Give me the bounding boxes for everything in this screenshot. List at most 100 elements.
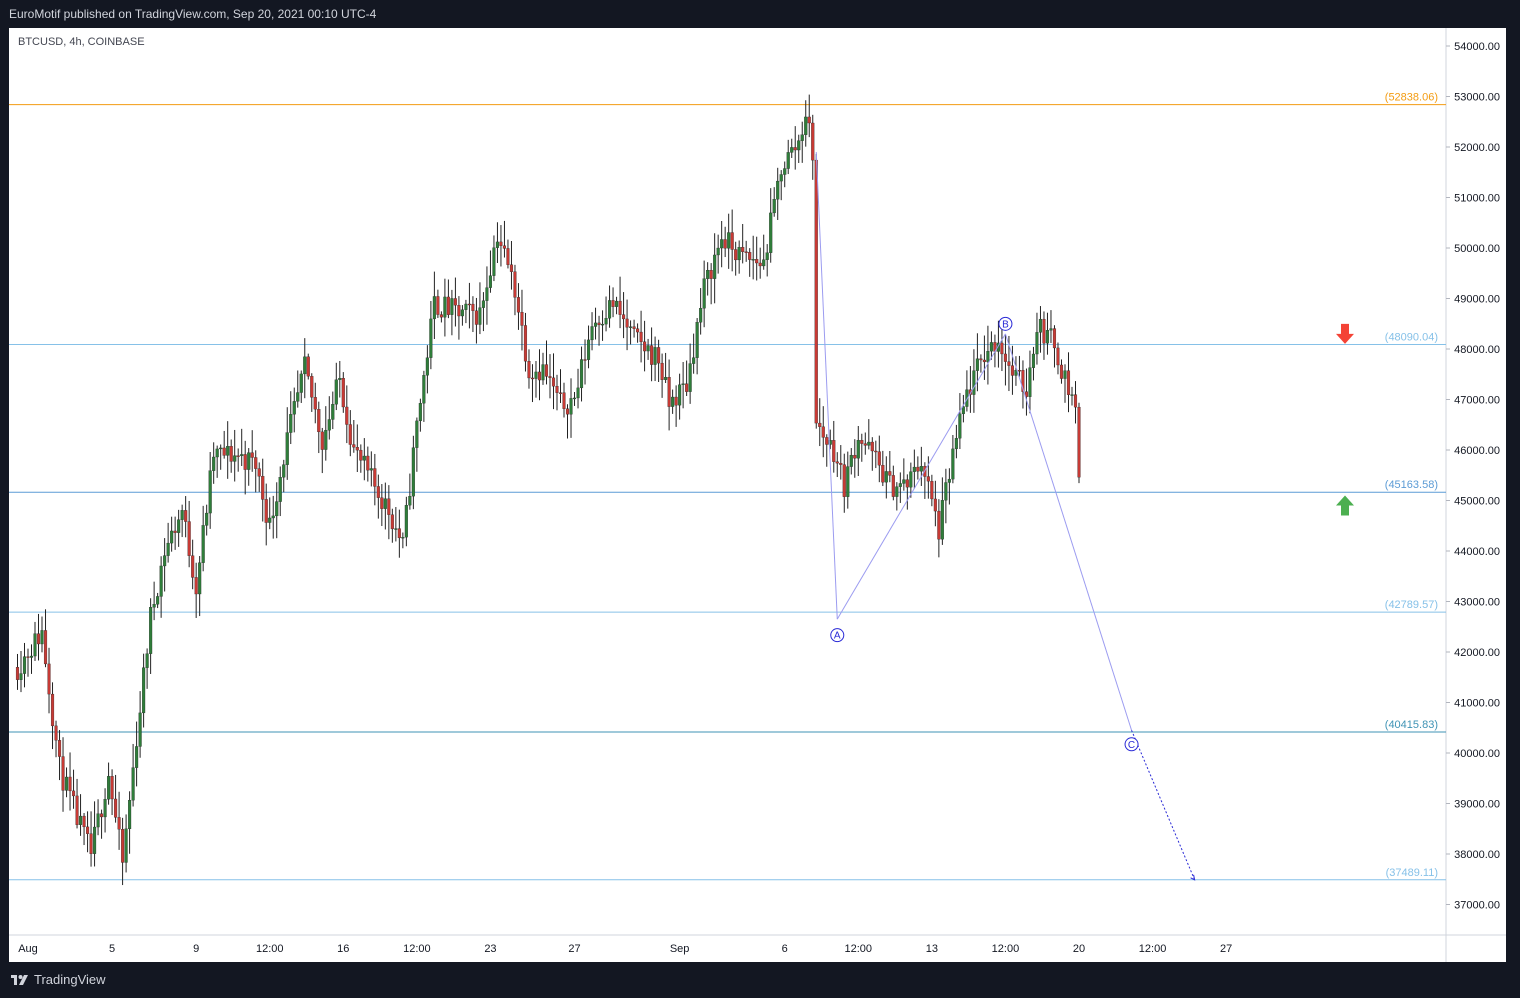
candle-293 [1042,311,1046,360]
candle-94 [345,385,349,444]
candle-body [954,438,958,450]
candle-body [481,300,485,308]
candle-196 [702,260,706,328]
candle-28 [114,774,118,823]
candle-242 [863,432,867,455]
candle-224 [800,121,804,163]
signal-arrows [1336,323,1354,516]
candle-168 [604,296,608,332]
candle-body [278,477,282,502]
candle-body [730,232,734,250]
candle-29 [117,791,121,850]
candle-body [1063,370,1067,379]
candle-46 [177,509,181,547]
price-tick-label-8: 46000.00 [1454,445,1500,457]
candle-286 [1017,355,1021,377]
candle-217 [776,167,780,220]
candle-277 [986,325,990,385]
candle-14 [64,767,69,798]
candle-body [369,468,373,471]
candle-253 [902,458,906,491]
candle-body [982,359,986,363]
candle-144 [520,289,524,351]
publish-info: EuroMotif published on TradingView.com, … [9,7,377,21]
candle-body [593,322,598,327]
candle-body [615,300,619,307]
candle-body [716,247,720,256]
price-tick-label-9: 45000.00 [1454,496,1500,508]
price-tick-label-11: 43000.00 [1454,597,1500,609]
candle-body [513,271,517,298]
candle-6 [36,613,41,661]
candle-109 [397,509,401,558]
candle-152 [548,354,552,399]
candle-18 [79,794,83,836]
candle-250 [891,465,895,501]
candle-62 [233,429,237,482]
candle-61 [229,439,233,473]
candle-body [33,633,37,657]
candle-body [194,577,198,595]
candle-147 [530,364,535,403]
wave-marker-a[interactable]: A [830,628,845,643]
candle-body [783,168,787,175]
candle-body [678,384,682,406]
candle-body [1035,332,1039,355]
candle-52 [198,556,202,617]
candle-body [226,446,230,456]
candle-body [544,364,549,377]
candle-112 [408,473,412,510]
price-axis[interactable]: 54000.00 53000.00 52000.00 51000.00 50000.00… [1446,41,1500,912]
candle-body [905,479,909,488]
candle-body [373,468,377,487]
candle-137 [495,222,499,264]
candle-body [296,392,300,402]
candle-body [1073,394,1078,408]
candle-17 [75,778,79,829]
candle-body [937,510,941,540]
candle-131 [474,297,478,344]
candle-body [103,799,107,818]
candle-body [208,470,212,514]
candle-body [348,424,352,445]
time-axis[interactable]: Aug 5 9 12:00 16 12:00 23 27 Sep 6 12:00 13 12:00 20 1… [18,943,1232,955]
candle-body [590,326,594,341]
candle-175 [629,320,633,345]
candle-body [597,322,601,326]
candle-303 [1077,402,1081,484]
candle-body [50,693,55,727]
candle-153 [551,353,556,410]
candle-87 [320,427,324,474]
candle-body [191,555,195,578]
candle-121 [439,311,443,323]
candle-body [944,482,948,501]
wave-marker-c[interactable]: C [1124,737,1139,752]
candle-86 [317,401,321,454]
wave-marker-circle [998,316,1013,331]
candle-body [646,345,650,352]
candle-body [541,364,545,381]
candle-292 [1038,306,1043,353]
wave-segment-2 [1004,333,1133,731]
candle-body [986,351,990,363]
candle-58 [219,444,223,470]
candle-body [702,278,706,309]
candle-body [212,456,216,471]
candle-140 [506,239,510,269]
candle-body [324,430,328,450]
price-tick-label-7: 47000.00 [1454,395,1500,407]
candle-body [19,673,23,680]
candle-301 [1070,386,1074,406]
elliott-wave-abc[interactable]: A B C [815,152,1196,881]
price-tick-label-14: 40000.00 [1454,748,1500,760]
candle-222 [793,126,797,170]
candle-body [257,468,261,477]
price-tick-label-17: 37000.00 [1454,900,1500,912]
time-tick-label-14: 12:00 [1139,943,1167,955]
candle-body [499,241,503,246]
candle-body [909,471,913,488]
wave-marker-b[interactable]: B [998,316,1013,331]
candle-278 [989,331,993,360]
candle-body [509,264,514,272]
